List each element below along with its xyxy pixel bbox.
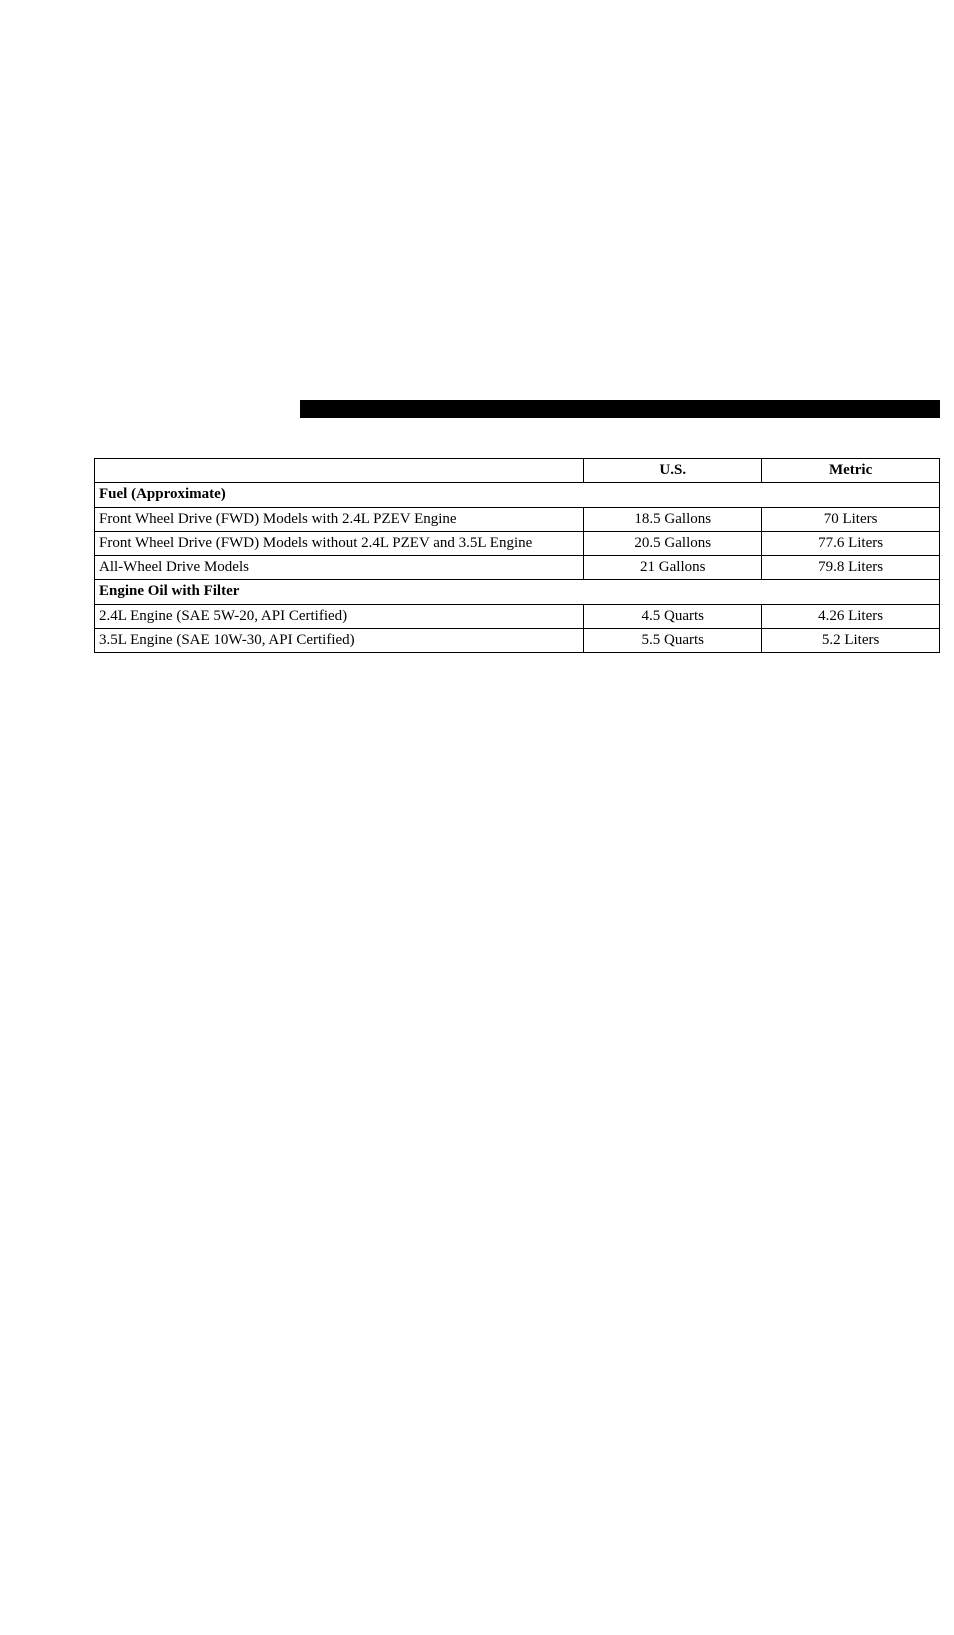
header-bar-right — [757, 400, 940, 418]
row-us: 5.5 Quarts — [584, 628, 762, 652]
row-us: 4.5 Quarts — [584, 604, 762, 628]
header-blank — [95, 459, 584, 483]
table-row: Front Wheel Drive (FWD) Models with 2.4L… — [95, 507, 940, 531]
section-oil: Engine Oil with Filter — [95, 580, 940, 604]
header-bar-left — [300, 400, 757, 418]
fluid-capacities-table: U.S. Metric Fuel (Approximate) Front Whe… — [94, 458, 940, 653]
section-fuel-label: Fuel (Approximate) — [95, 483, 940, 507]
section-fuel: Fuel (Approximate) — [95, 483, 940, 507]
table-row: All-Wheel Drive Models 21 Gallons 79.8 L… — [95, 556, 940, 580]
table-row: 3.5L Engine (SAE 10W-30, API Certified) … — [95, 628, 940, 652]
section-oil-label: Engine Oil with Filter — [95, 580, 940, 604]
row-metric: 70 Liters — [762, 507, 940, 531]
row-label: Front Wheel Drive (FWD) Models with 2.4L… — [95, 507, 584, 531]
row-label: All-Wheel Drive Models — [95, 556, 584, 580]
header-metric: Metric — [762, 459, 940, 483]
row-metric: 79.8 Liters — [762, 556, 940, 580]
row-metric: 77.6 Liters — [762, 531, 940, 555]
page-header-bar — [300, 400, 940, 418]
table-row: 2.4L Engine (SAE 5W-20, API Certified) 4… — [95, 604, 940, 628]
row-us: 18.5 Gallons — [584, 507, 762, 531]
row-label: Front Wheel Drive (FWD) Models without 2… — [95, 531, 584, 555]
row-us: 20.5 Gallons — [584, 531, 762, 555]
row-metric: 5.2 Liters — [762, 628, 940, 652]
header-us: U.S. — [584, 459, 762, 483]
row-metric: 4.26 Liters — [762, 604, 940, 628]
row-us: 21 Gallons — [584, 556, 762, 580]
table-header-row: U.S. Metric — [95, 459, 940, 483]
row-label: 2.4L Engine (SAE 5W-20, API Certified) — [95, 604, 584, 628]
row-label: 3.5L Engine (SAE 10W-30, API Certified) — [95, 628, 584, 652]
table-row: Front Wheel Drive (FWD) Models without 2… — [95, 531, 940, 555]
